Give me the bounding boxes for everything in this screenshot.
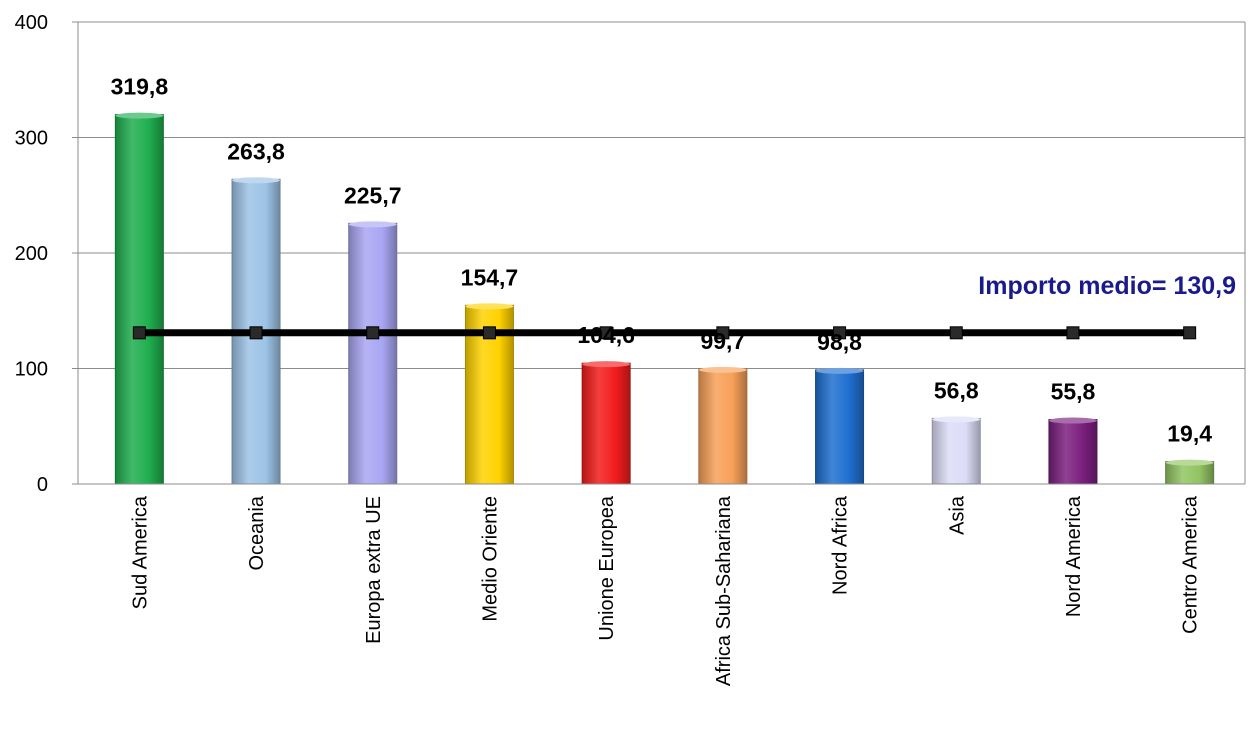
data-label: 56,8 — [934, 377, 979, 403]
data-label: 98,8 — [817, 329, 862, 355]
bar — [931, 417, 981, 485]
y-tick-label: 0 — [37, 474, 48, 496]
bar — [114, 114, 164, 485]
x-category-label: Unione Europea — [596, 495, 618, 640]
bar — [815, 369, 865, 485]
bar — [1048, 419, 1098, 485]
average-line-marker — [949, 326, 963, 340]
data-label: 55,8 — [1051, 379, 1096, 405]
average-line-marker — [599, 326, 613, 340]
bar-top-highlight — [348, 221, 397, 228]
average-line-marker — [716, 326, 730, 340]
average-line-marker — [132, 326, 146, 340]
average-label: Importo medio= 130,9 — [978, 272, 1236, 300]
x-category-label: Medio Oriente — [479, 496, 501, 622]
bar-top-highlight — [1048, 417, 1097, 424]
y-tick-label: 100 — [15, 359, 48, 381]
data-label: 225,7 — [344, 182, 402, 208]
bar-top-highlight — [115, 112, 164, 119]
x-category-label: Oceania — [246, 495, 268, 570]
average-line-marker — [1066, 326, 1080, 340]
data-label: 104,6 — [577, 322, 635, 348]
y-tick-label: 300 — [15, 128, 48, 150]
bar-top-highlight — [465, 303, 514, 310]
bar-top-highlight — [582, 361, 631, 368]
average-line-marker — [249, 326, 263, 340]
axes-layer — [72, 21, 1246, 485]
average-line-marker — [833, 326, 847, 340]
bar-top-highlight — [1165, 459, 1214, 466]
average-line-marker — [366, 326, 380, 340]
y-tick-label: 400 — [15, 12, 48, 34]
y-tick-label: 200 — [15, 243, 48, 265]
data-label: 99,7 — [700, 328, 745, 354]
bar — [581, 362, 631, 485]
bar-top-highlight — [815, 367, 864, 374]
x-category-label: Europa extra UE — [363, 496, 385, 644]
average-line-marker — [482, 326, 496, 340]
average-line-marker — [1183, 326, 1197, 340]
data-label: 319,8 — [111, 74, 169, 100]
x-category-label: Africa Sub-Sahariana — [713, 495, 735, 686]
bar-top-highlight — [932, 416, 981, 423]
bar-top-highlight — [232, 177, 281, 184]
bar-top-highlight — [698, 366, 747, 373]
data-label: 19,4 — [1167, 421, 1212, 447]
x-category-label: Nord America — [1063, 495, 1085, 617]
x-category-label: Sud America — [129, 495, 151, 609]
data-label: 263,8 — [227, 138, 285, 164]
average-line-layer — [132, 326, 1197, 340]
bar — [698, 368, 748, 485]
labels-layer: 0 100 200 300 400 Sud America 319,8 Oceania 263,… — [15, 12, 1213, 686]
x-category-label: Nord Africa — [830, 495, 852, 595]
data-label: 154,7 — [461, 264, 519, 290]
x-category-label: Centro America — [1180, 495, 1202, 634]
bar — [348, 222, 398, 485]
x-category-label: Asia — [946, 495, 968, 535]
